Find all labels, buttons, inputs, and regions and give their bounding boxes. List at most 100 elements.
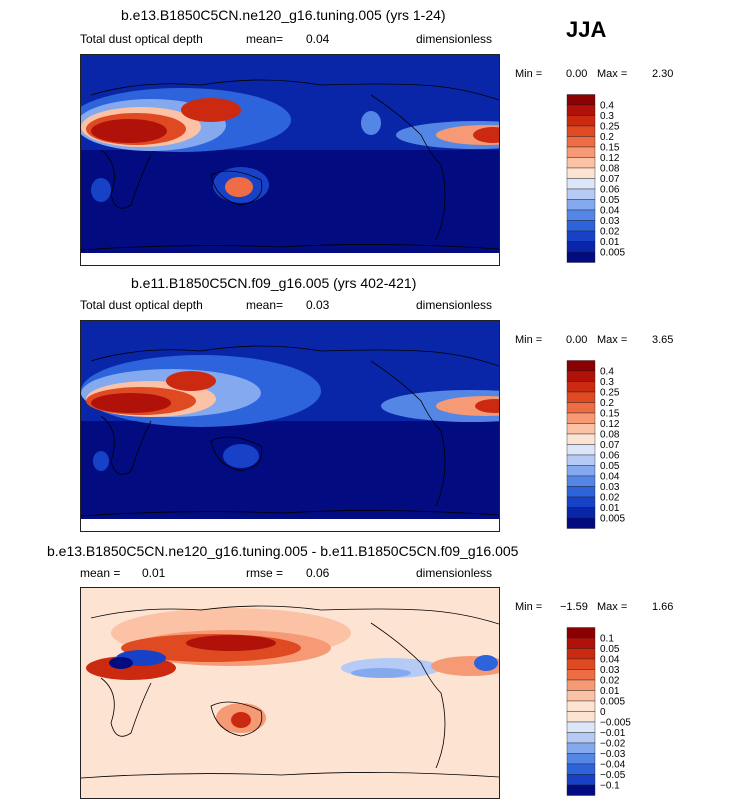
colorbar-box [566,370,596,382]
colorbar-tick-label: 0.07 [600,440,620,451]
colorbar-box [566,700,596,712]
colorbar-tick-label: 0.12 [600,153,620,164]
panel3-max-value: 1.66 [652,601,674,613]
panel1-min-label: Min = [515,68,543,80]
panel1-max-value: 2.30 [652,68,674,80]
colorbar-tick-label: 0.03 [600,216,620,227]
colorbar-tick-label: 0.04 [600,655,620,666]
colorbar-tick-label: 0.01 [600,686,620,697]
colorbar-tick-label: 0.01 [600,237,620,248]
panel3-map [80,587,500,799]
colorbar-box [566,711,596,723]
colorbar-tick-label: 0.05 [600,461,620,472]
colorbar-tick-label: 0.1 [600,634,614,645]
colorbar-box [566,648,596,660]
colorbar-tick-label: 0.08 [600,164,620,175]
colorbar-box [566,209,596,221]
colorbar-tick-label: 0.25 [600,122,620,133]
panel1-colorbar: 0.4 0.3 0.25 0.2 0.15 0.12 0.08 0.07 0.06 0.05 0.0… [566,94,636,269]
colorbar-box [566,167,596,179]
colorbar-box [566,465,596,477]
colorbar-tick-label: 0.12 [600,419,620,430]
colorbar-tick-label: 0.15 [600,143,620,154]
colorbar-tick-label: 0 [600,707,606,718]
colorbar-box [566,230,596,242]
colorbar-box [566,444,596,456]
colorbar-box [566,627,596,639]
colorbar-box [566,454,596,466]
panel2-max-label: Max = [597,334,628,346]
colorbar-box [566,784,596,796]
colorbar-tick-label: 0.03 [600,665,620,676]
panel2-mean-label: mean= [246,298,284,312]
panel1-min-value: 0.00 [566,68,588,80]
panel2-max-value: 3.65 [652,334,674,346]
colorbar-box [566,721,596,733]
colorbar-box [566,199,596,211]
colorbar-tick-label: 0.07 [600,174,620,185]
panel3-colorbar: 0.1 0.05 0.04 0.03 0.02 0.01 0.005 0 −0.005 −0.01… [566,627,636,802]
colorbar-box [566,178,596,190]
panel2-min-label: Min = [515,334,543,346]
panel2-colorbar: 0.4 0.3 0.25 0.2 0.15 0.12 0.08 0.07 0.06 0.05 0.0… [566,360,636,535]
colorbar-box [566,146,596,158]
colorbar-box [566,402,596,414]
colorbar-tick-label: 0.4 [600,367,614,378]
panel3-min-label: Min = [515,601,543,613]
colorbar-box [566,679,596,691]
colorbar-box [566,732,596,744]
colorbar-tick-label: 0.04 [600,472,620,483]
colorbar-box [566,136,596,148]
colorbar-tick-label: −0.01 [600,728,626,739]
colorbar-tick-label: 0.005 [600,697,625,708]
colorbar-tick-label: 0.03 [600,482,620,493]
colorbar-tick-label: 0.3 [600,111,614,122]
panel1-units: dimensionless [416,32,493,46]
colorbar-box [566,475,596,487]
panel1-mean-label: mean= [246,32,284,46]
panel1-variable: Total dust optical depth [80,32,203,46]
colorbar-tick-label: −0.04 [600,760,626,771]
colorbar-tick-label: 0.005 [600,514,625,525]
panel1-max-label: Max = [597,68,628,80]
colorbar-tick-label: −0.005 [600,718,631,729]
colorbar-box [566,658,596,670]
colorbar-box [566,157,596,169]
colorbar-box [566,496,596,508]
colorbar-tick-label: 0.08 [600,430,620,441]
panel3-mean-label: mean = [80,566,121,580]
panel2-mean-value: 0.03 [306,298,330,312]
panel1-map [80,54,500,266]
colorbar-box [566,125,596,137]
panel1-title: b.e13.B1850C5CN.ne120_g16.tuning.005 (yr… [121,7,446,23]
panel3-rmse-label: rmse = [246,566,284,580]
colorbar-tick-label: −0.1 [600,781,620,792]
panel2-units: dimensionless [416,298,493,312]
colorbar-tick-label: 0.01 [600,503,620,514]
panel3-units: dimensionless [416,566,493,580]
colorbar-box [566,115,596,127]
colorbar-tick-label: 0.02 [600,493,620,504]
colorbar-box [566,381,596,393]
colorbar-box [566,412,596,424]
colorbar-tick-label: 0.25 [600,388,620,399]
colorbar-box [566,94,596,106]
colorbar-box [566,433,596,445]
colorbar-tick-label: 0.02 [600,227,620,238]
colorbar-box [566,104,596,116]
season-label: JJA [566,17,607,42]
colorbar-tick-label: 0.05 [600,195,620,206]
colorbar-box [566,507,596,519]
colorbar-box [566,486,596,498]
panel2-title: b.e11.B1850C5CN.f09_g16.005 (yrs 402-421… [131,275,417,291]
colorbar-box [566,188,596,200]
colorbar-tick-label: 0.4 [600,101,614,112]
colorbar-box [566,251,596,263]
colorbar-tick-label: 0.2 [600,132,614,143]
panel3-title: b.e13.B1850C5CN.ne120_g16.tuning.005 - b… [47,543,519,559]
colorbar-tick-label: 0.2 [600,398,614,409]
panel1-mean-value: 0.04 [306,32,330,46]
colorbar-box [566,763,596,775]
colorbar-tick-label: −0.02 [600,739,626,750]
colorbar-box [566,742,596,754]
